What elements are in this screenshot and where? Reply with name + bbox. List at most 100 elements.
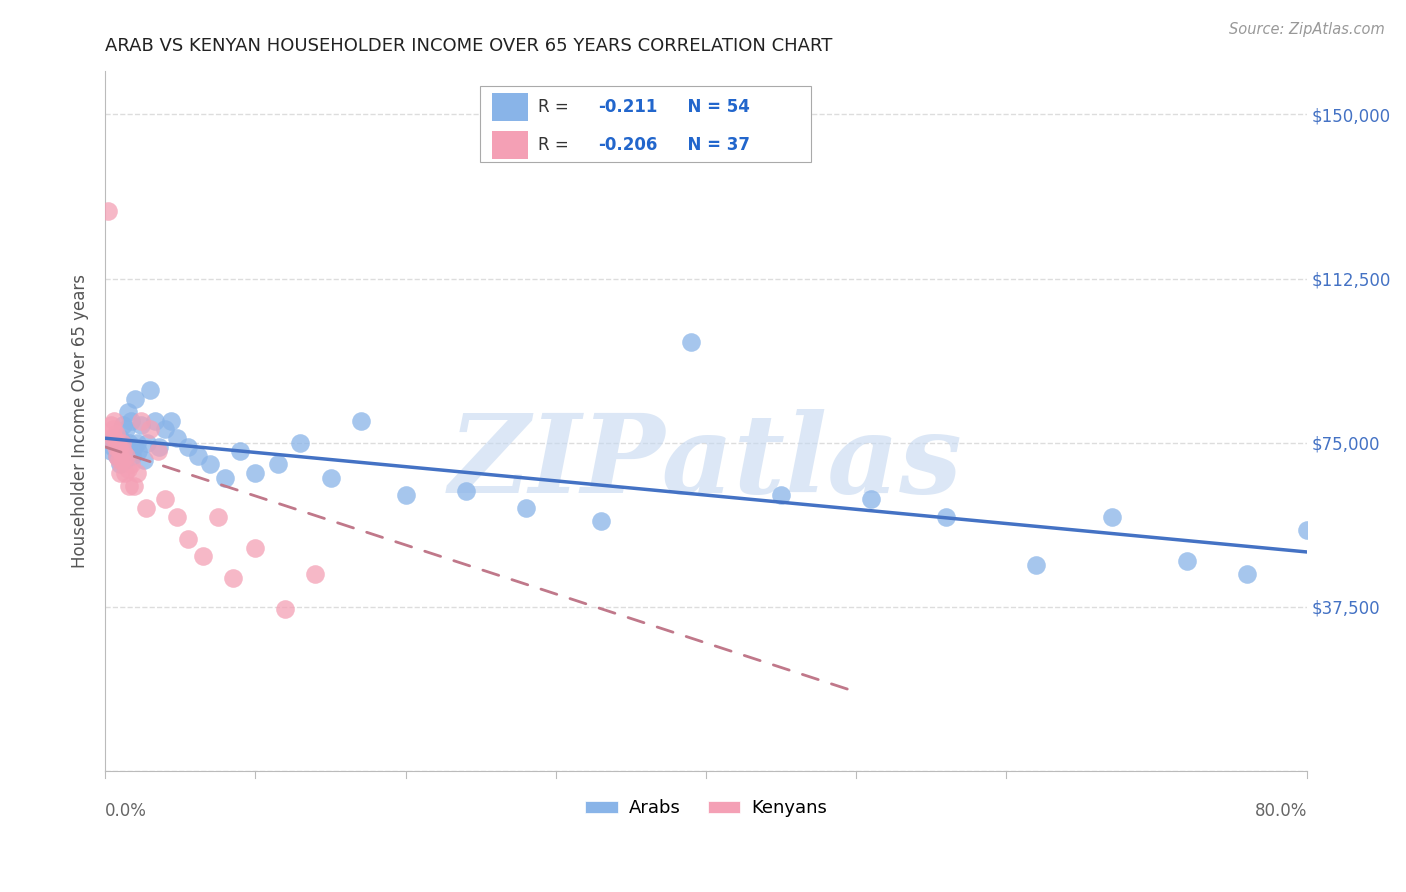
Point: [245, 467, 267, 481]
Point: [679, 334, 702, 349]
Text: N = 37: N = 37: [676, 136, 749, 154]
Point: [139, 383, 162, 397]
Point: [117, 462, 139, 476]
Point: [1025, 558, 1047, 573]
Point: [349, 414, 371, 428]
Point: [200, 458, 222, 472]
Point: [104, 440, 127, 454]
Text: 80.0%: 80.0%: [1254, 802, 1306, 820]
Point: [155, 422, 177, 436]
Point: [97, 203, 120, 218]
Point: [105, 449, 128, 463]
Point: [129, 414, 152, 428]
Point: [100, 444, 122, 458]
Point: [111, 435, 134, 450]
Point: [290, 435, 312, 450]
Point: [125, 467, 148, 481]
Point: [115, 422, 138, 436]
Point: [100, 418, 122, 433]
Point: [118, 435, 141, 450]
Point: [166, 510, 188, 524]
Point: [135, 501, 157, 516]
Text: R =: R =: [537, 97, 579, 116]
Point: [120, 458, 142, 472]
Point: [267, 458, 290, 472]
Point: [104, 435, 127, 450]
Point: [1175, 554, 1198, 568]
Text: -0.206: -0.206: [598, 136, 657, 154]
Point: [146, 444, 169, 458]
Point: [160, 414, 183, 428]
Point: [1236, 566, 1258, 581]
Text: ZIPatlas: ZIPatlas: [449, 409, 963, 516]
Point: [127, 444, 149, 458]
Point: [454, 483, 477, 498]
Point: [139, 422, 162, 436]
Text: ARAB VS KENYAN HOUSEHOLDER INCOME OVER 65 YEARS CORRELATION CHART: ARAB VS KENYAN HOUSEHOLDER INCOME OVER 6…: [105, 37, 832, 55]
Point: [120, 414, 142, 428]
Point: [229, 444, 252, 458]
Point: [110, 444, 132, 458]
Point: [117, 440, 139, 454]
FancyBboxPatch shape: [492, 93, 529, 120]
FancyBboxPatch shape: [479, 87, 810, 161]
Point: [111, 435, 134, 450]
Point: [1101, 510, 1123, 524]
Text: 0.0%: 0.0%: [105, 802, 148, 820]
Point: [125, 435, 148, 450]
Point: [134, 453, 156, 467]
Y-axis label: Householder Income Over 65 years: Householder Income Over 65 years: [72, 274, 89, 567]
Point: [103, 431, 125, 445]
Point: [589, 514, 612, 528]
Point: [245, 541, 267, 555]
Point: [105, 449, 128, 463]
Point: [274, 602, 297, 616]
Point: [121, 449, 143, 463]
Point: [114, 453, 136, 467]
Point: [114, 467, 136, 481]
FancyBboxPatch shape: [492, 131, 529, 159]
Point: [143, 414, 166, 428]
Point: [136, 435, 159, 450]
Point: [112, 444, 135, 458]
Point: [1295, 523, 1317, 537]
Point: [107, 440, 129, 454]
Point: [110, 431, 132, 445]
Point: [770, 488, 793, 502]
Point: [148, 440, 170, 454]
Point: [222, 571, 245, 585]
Point: [101, 422, 124, 436]
Point: [107, 440, 129, 454]
Point: [207, 510, 229, 524]
Point: [118, 479, 141, 493]
Point: [101, 440, 124, 454]
Point: [122, 479, 145, 493]
Point: [214, 470, 236, 484]
Point: [129, 418, 152, 433]
Text: -0.211: -0.211: [598, 97, 657, 116]
Point: [104, 426, 127, 441]
Point: [166, 431, 188, 445]
Point: [103, 431, 125, 445]
Point: [112, 444, 135, 458]
Point: [394, 488, 416, 502]
Text: R =: R =: [537, 136, 574, 154]
Point: [110, 458, 132, 472]
Point: [98, 431, 121, 445]
Point: [515, 501, 537, 516]
Point: [860, 492, 883, 507]
Point: [115, 449, 138, 463]
Point: [304, 566, 326, 581]
Legend: Arabs, Kenyans: Arabs, Kenyans: [578, 792, 834, 825]
Point: [122, 440, 145, 454]
Point: [103, 414, 125, 428]
Point: [319, 470, 342, 484]
Text: N = 54: N = 54: [676, 97, 749, 116]
Point: [177, 440, 200, 454]
Text: Source: ZipAtlas.com: Source: ZipAtlas.com: [1229, 22, 1385, 37]
Point: [111, 453, 134, 467]
Point: [155, 492, 177, 507]
Point: [112, 418, 135, 433]
Point: [110, 467, 132, 481]
Point: [117, 405, 139, 419]
